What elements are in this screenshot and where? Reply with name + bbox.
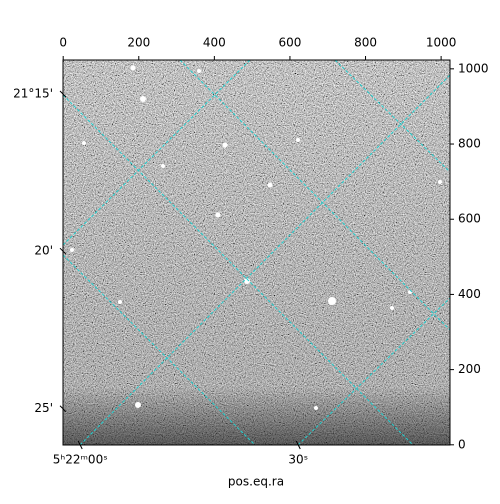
y-tick-label: 800 <box>458 137 481 151</box>
x-axis-label: pos.eq.ra <box>228 475 284 489</box>
x-tick-label: 600 <box>278 36 301 50</box>
y-tick-label: 200 <box>458 362 481 376</box>
dec-tick <box>59 90 67 98</box>
dec-tick-label: 21°15' <box>13 87 53 101</box>
y-tick-label: 400 <box>458 287 481 301</box>
ra-tick-label: 5ʰ22ᵐ00ˢ <box>53 453 108 467</box>
y-tick-label: 0 <box>458 437 466 451</box>
x-tick-label: 1000 <box>426 36 457 50</box>
x-tick-label: 800 <box>354 36 377 50</box>
y-tick-label: 1000 <box>458 61 489 75</box>
dec-tick <box>59 405 67 413</box>
x-tick-label: 200 <box>127 36 150 50</box>
dec-tick <box>59 247 67 255</box>
plot-frame <box>62 59 451 446</box>
dec-tick-label: 25' <box>34 401 53 415</box>
sky-image <box>63 60 450 445</box>
y-tick-label: 600 <box>458 212 481 226</box>
stars <box>70 65 442 410</box>
x-tick-label: 400 <box>203 36 226 50</box>
ra-tick-label: 30ˢ <box>288 453 308 467</box>
ra-tick <box>77 440 83 450</box>
ra-tick <box>295 440 301 450</box>
coordinate-grid <box>63 60 450 445</box>
dec-tick-label: 20' <box>34 244 53 258</box>
x-tick-label: 0 <box>59 36 67 50</box>
